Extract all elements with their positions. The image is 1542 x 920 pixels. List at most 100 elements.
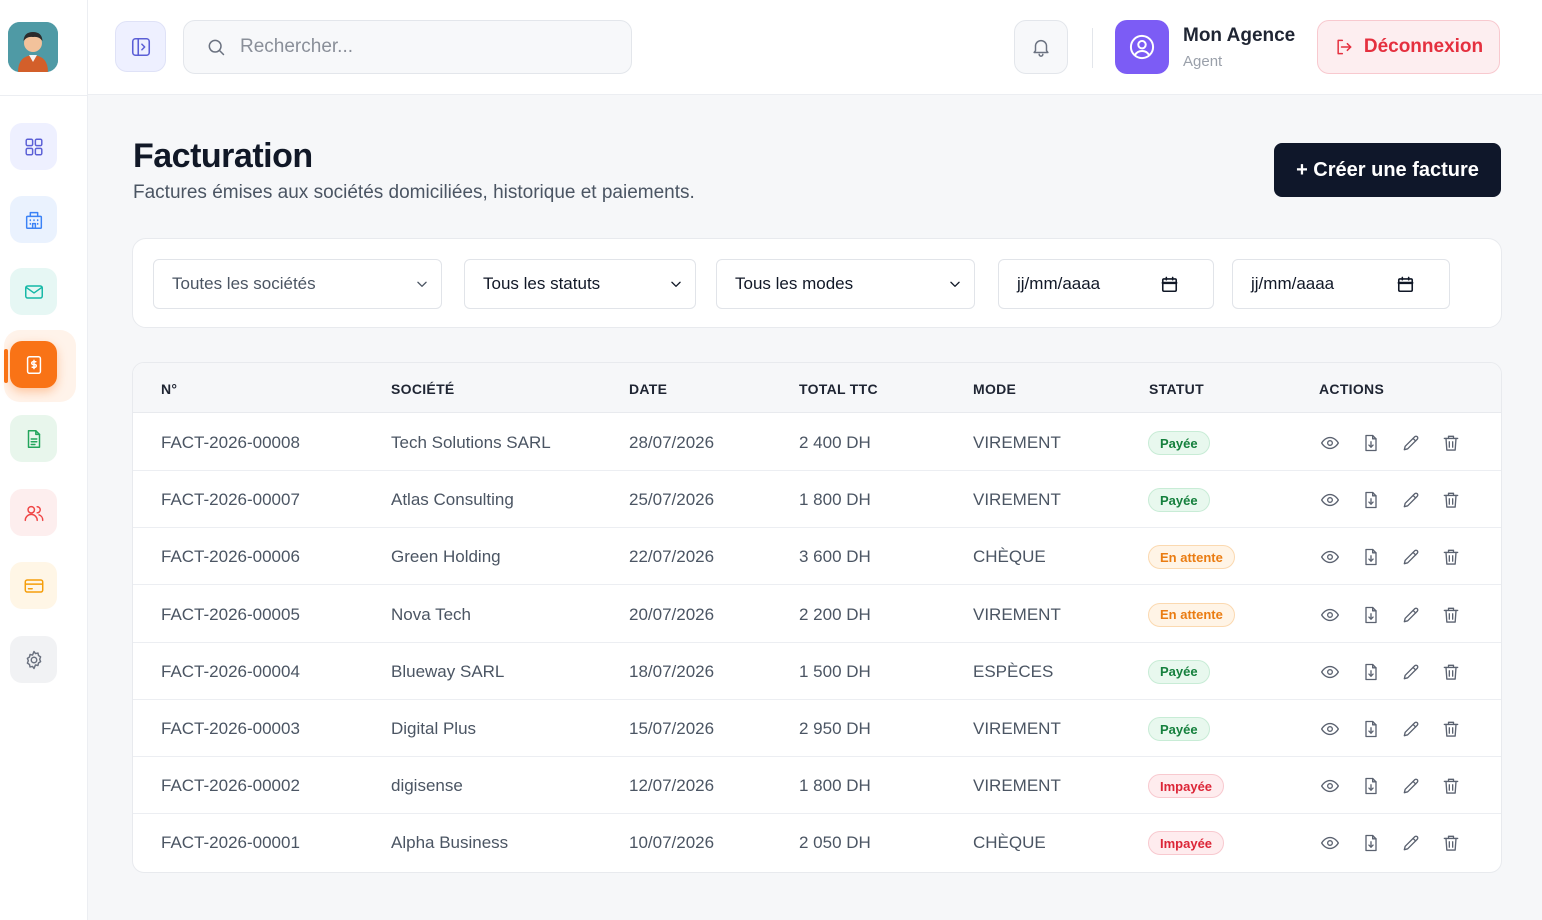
- col-number-header: N°: [161, 381, 178, 397]
- table-row[interactable]: FACT-2026-00001 Alpha Business 10/07/2026 2…: [133, 814, 1501, 871]
- sidebar-item-dashboard[interactable]: [10, 123, 57, 170]
- edit-button[interactable]: [1400, 718, 1422, 740]
- download-file-icon: [1365, 720, 1377, 738]
- invoice-total: 2 050 DH: [799, 833, 871, 853]
- calendar-icon[interactable]: [1160, 275, 1179, 294]
- eye-icon: [1321, 551, 1339, 564]
- sidebar-item-paiements[interactable]: [10, 562, 57, 609]
- edit-button[interactable]: [1400, 546, 1422, 568]
- table-header: N° SOCIÉTÉ DATE TOTAL TTC MODE STATUT ACTIONS: [133, 363, 1501, 413]
- create-invoice-button[interactable]: + Créer une facture: [1274, 143, 1501, 197]
- download-button[interactable]: [1360, 604, 1382, 626]
- document-icon: [27, 429, 40, 448]
- app-logo-avatar[interactable]: [8, 22, 58, 72]
- download-button[interactable]: [1360, 546, 1382, 568]
- societe-filter-value: Toutes les sociétés: [172, 274, 316, 293]
- download-file-icon: [1365, 606, 1377, 623]
- table-row[interactable]: FACT-2026-00002 digisense 12/07/2026 1 800 …: [133, 757, 1501, 815]
- pencil-icon: [1403, 836, 1419, 851]
- date-to-input[interactable]: jj/mm/aaaa: [1232, 259, 1450, 309]
- invoice-number: FACT-2026-00005: [161, 604, 300, 624]
- edit-button[interactable]: [1400, 775, 1422, 797]
- table-row[interactable]: FACT-2026-00004 Blueway SARL 18/07/2026 1 5…: [133, 643, 1501, 700]
- table-row[interactable]: FACT-2026-00007 Atlas Consulting 25/07/202…: [133, 471, 1501, 529]
- sidebar-item-parametres[interactable]: [10, 636, 57, 683]
- download-button[interactable]: [1360, 661, 1382, 683]
- edit-button[interactable]: [1400, 661, 1422, 683]
- view-button[interactable]: [1319, 775, 1341, 797]
- societe-name: Atlas Consulting: [391, 490, 514, 510]
- delete-button[interactable]: [1440, 832, 1462, 854]
- bell-icon: [1033, 39, 1049, 57]
- statut-filter-select[interactable]: Tous les statuts: [464, 259, 696, 309]
- mode-filter-select[interactable]: Tous les modes: [716, 259, 975, 309]
- date-from-input[interactable]: jj/mm/aaaa: [998, 259, 1214, 309]
- delete-button[interactable]: [1440, 661, 1462, 683]
- sidebar-divider: [0, 95, 88, 96]
- edit-button[interactable]: [1400, 832, 1422, 854]
- sidebar-item-courrier[interactable]: [10, 268, 57, 315]
- payment-mode: VIREMENT: [973, 433, 1061, 452]
- sidebar-item-societes[interactable]: [10, 196, 57, 243]
- view-button[interactable]: [1319, 661, 1341, 683]
- table-row[interactable]: FACT-2026-00003 Digital Plus 15/07/2026 2 9…: [133, 700, 1501, 757]
- calendar-icon[interactable]: [1396, 275, 1415, 294]
- view-button[interactable]: [1319, 604, 1341, 626]
- sidebar-toggle-button[interactable]: [115, 21, 166, 72]
- view-button[interactable]: [1319, 718, 1341, 740]
- download-button[interactable]: [1360, 718, 1382, 740]
- download-file-icon: [1365, 663, 1377, 680]
- delete-button[interactable]: [1440, 718, 1462, 740]
- eye-icon: [1321, 494, 1339, 507]
- table-row[interactable]: FACT-2026-00005 Nova Tech 20/07/2026 2 200 …: [133, 586, 1501, 643]
- active-item-indicator: [4, 349, 8, 383]
- date-to-value: jj/mm/aaaa: [1251, 274, 1335, 293]
- topbar: Mon Agence Agent Déconnexion: [88, 0, 1542, 95]
- sidebar-item-utilisateurs[interactable]: [10, 489, 57, 536]
- card-icon: [24, 578, 43, 593]
- search-input[interactable]: [240, 36, 620, 58]
- download-file-icon: [1365, 549, 1377, 566]
- edit-button[interactable]: [1400, 489, 1422, 511]
- delete-button[interactable]: [1440, 489, 1462, 511]
- download-button[interactable]: [1360, 775, 1382, 797]
- download-button[interactable]: [1360, 832, 1382, 854]
- delete-button[interactable]: [1440, 432, 1462, 454]
- chevron-down-icon: [671, 281, 681, 287]
- view-button[interactable]: [1319, 546, 1341, 568]
- invoice-number: FACT-2026-00001: [161, 833, 300, 853]
- delete-button[interactable]: [1440, 775, 1462, 797]
- delete-button[interactable]: [1440, 604, 1462, 626]
- view-button[interactable]: [1319, 832, 1341, 854]
- user-avatar[interactable]: [1115, 20, 1169, 74]
- logout-button[interactable]: Déconnexion: [1317, 20, 1500, 74]
- pencil-icon: [1403, 550, 1419, 565]
- societe-name: Blueway SARL: [391, 661, 505, 681]
- sidebar-item-documents[interactable]: [10, 415, 57, 462]
- payment-mode: CHÈQUE: [973, 547, 1046, 567]
- view-button[interactable]: [1319, 432, 1341, 454]
- table-row[interactable]: FACT-2026-00006 Green Holding 22/07/2026 3 …: [133, 528, 1501, 586]
- edit-button[interactable]: [1400, 432, 1422, 454]
- download-file-icon: [1365, 835, 1377, 852]
- invoice-icon: [26, 355, 41, 374]
- trash-icon: [1443, 435, 1459, 451]
- pencil-icon: [1403, 721, 1419, 737]
- table-row[interactable]: FACT-2026-00008 Tech Solutions SARL 28/07/…: [133, 414, 1501, 471]
- sidebar-item-facturation[interactable]: [10, 341, 57, 388]
- societe-name: digisense: [391, 776, 463, 796]
- download-button[interactable]: [1360, 432, 1382, 454]
- invoice-number: FACT-2026-00006: [161, 547, 300, 567]
- status-badge: Payée: [1148, 488, 1210, 513]
- societe-filter-select[interactable]: Toutes les sociétés: [153, 259, 442, 309]
- pencil-icon: [1403, 492, 1419, 508]
- societe-name: Nova Tech: [391, 604, 472, 624]
- view-button[interactable]: [1319, 489, 1341, 511]
- search-bar: [183, 20, 632, 74]
- delete-button[interactable]: [1440, 546, 1462, 568]
- trash-icon: [1443, 492, 1459, 508]
- edit-button[interactable]: [1400, 604, 1422, 626]
- download-button[interactable]: [1360, 489, 1382, 511]
- notifications-button[interactable]: [1014, 20, 1068, 74]
- page-subtitle: Factures émises aux sociétés domiciliées…: [133, 182, 695, 203]
